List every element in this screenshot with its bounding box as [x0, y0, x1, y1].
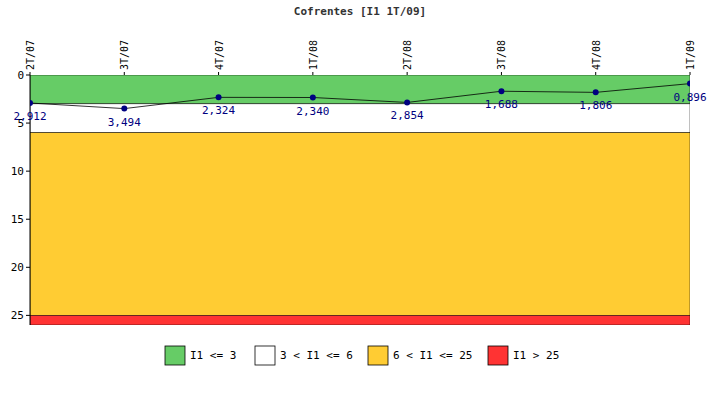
y-tick	[26, 219, 30, 220]
band	[30, 315, 690, 325]
marker	[30, 100, 33, 106]
y-tick-label: 15	[11, 213, 24, 226]
x-tick-label: 3T/07	[119, 40, 130, 70]
y-tick-label: 20	[11, 261, 24, 274]
data-label: 2,340	[296, 105, 329, 118]
x-tick	[312, 72, 313, 75]
x-tick	[407, 72, 408, 75]
legend-label: 6 < I1 <= 25	[393, 349, 472, 362]
y-tick	[26, 75, 30, 76]
y-tick	[26, 171, 30, 172]
x-tick	[595, 72, 596, 75]
y-tick	[26, 267, 30, 268]
x-tick-label: 4T/07	[214, 40, 225, 70]
marker	[404, 99, 410, 105]
data-label: 2,912	[13, 110, 46, 123]
series	[30, 81, 690, 112]
x-tick-label: 4T/08	[591, 40, 602, 70]
legend-swatch	[165, 346, 185, 365]
marker	[593, 89, 599, 95]
x-tick-label: 1T/08	[308, 40, 319, 70]
x-tick	[218, 72, 219, 75]
data-label: 2,324	[202, 104, 235, 117]
x-tick	[501, 72, 502, 75]
plot-area	[30, 75, 690, 325]
x-tick-label: 1T/09	[685, 40, 696, 70]
title: Cofrentes [I1 1T/09]	[294, 5, 426, 18]
y-tick	[26, 315, 30, 316]
data-label: 0,896	[673, 91, 706, 104]
data-label: 2,854	[391, 109, 424, 122]
marker	[310, 95, 316, 101]
legend-label: I1 > 25	[513, 349, 559, 362]
chart: Cofrentes [I1 1T/09]05101520252T/073T/07…	[0, 0, 720, 400]
data-label: 3,494	[108, 116, 141, 129]
legend-swatch	[255, 346, 275, 365]
x-tick	[30, 72, 31, 75]
legend-label: 3 < I1 <= 6	[280, 349, 353, 362]
x-tick-label: 2T/08	[402, 40, 413, 70]
legend-swatch	[488, 346, 508, 365]
marker	[121, 106, 127, 112]
marker	[498, 88, 504, 94]
x-tick-label: 3T/08	[496, 40, 507, 70]
y-tick-label: 0	[17, 69, 24, 82]
data-label: 1,688	[485, 98, 518, 111]
legend-label: I1 <= 3	[190, 349, 236, 362]
y-tick-label: 10	[11, 165, 24, 178]
x-tick	[124, 72, 125, 75]
marker	[687, 81, 690, 87]
legend-swatch	[368, 346, 388, 365]
data-label: 1,806	[579, 99, 612, 112]
y-tick-label: 25	[11, 309, 24, 322]
marker	[216, 94, 222, 100]
x-tick-label: 2T/07	[25, 40, 36, 70]
x-tick	[690, 72, 691, 75]
band	[30, 133, 690, 316]
